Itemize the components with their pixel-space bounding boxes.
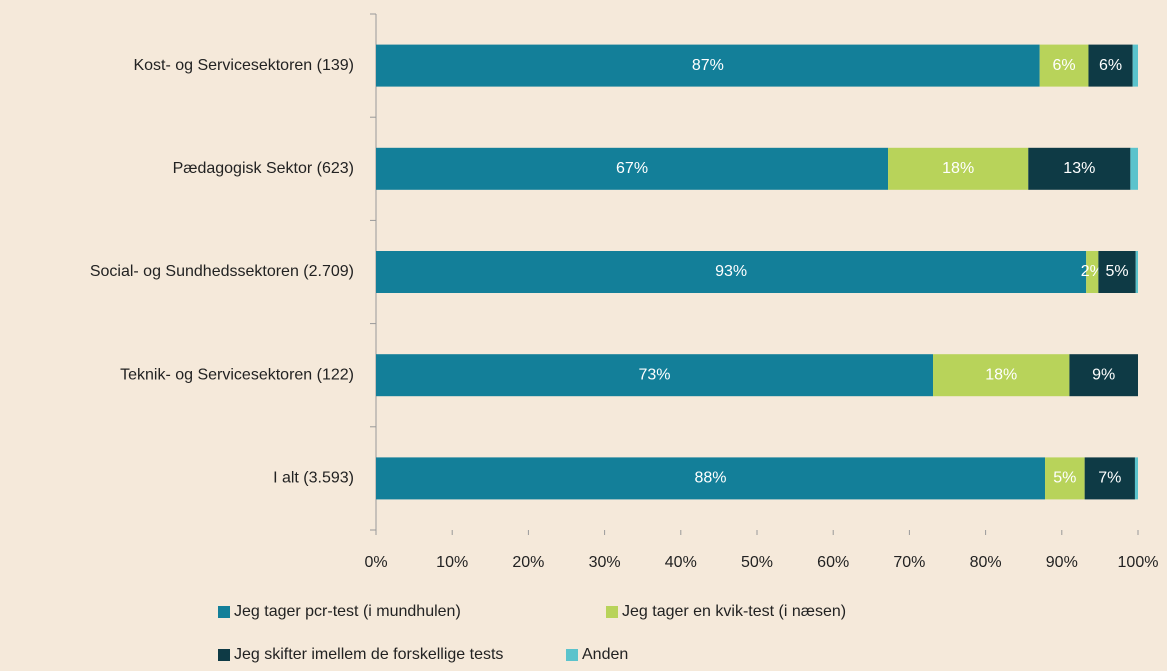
data-label: 9% [1092, 366, 1115, 383]
data-label: 6% [1053, 57, 1076, 74]
bar-segment [376, 457, 1046, 500]
legend-swatch [606, 606, 618, 618]
bar-segment [888, 147, 1029, 190]
bar-segment [1088, 44, 1133, 87]
data-label: 6% [1099, 57, 1122, 74]
bar-segment [1086, 251, 1099, 293]
category-label: Kost- og Servicesektoren (139) [133, 57, 354, 74]
data-label: 87% [692, 57, 724, 74]
category-label: Social- og Sundhedssektoren (2.709) [90, 263, 354, 280]
bar-segment [1130, 147, 1138, 190]
legend-swatch [218, 649, 230, 661]
bar-segment [376, 251, 1087, 293]
category-label: Pædagogisk Sektor (623) [173, 160, 354, 177]
x-tick-label: 0% [364, 554, 387, 571]
x-tick-label: 70% [893, 554, 925, 571]
data-label: 13% [1063, 160, 1095, 177]
bar-segment [1039, 44, 1089, 87]
x-tick-label: 50% [741, 554, 773, 571]
bar-segment [1098, 251, 1136, 293]
legend-swatch [218, 606, 230, 618]
legend-label: Anden [582, 646, 628, 663]
bar-segment [376, 44, 1040, 87]
data-label: 18% [985, 366, 1017, 383]
data-label: 2% [1081, 263, 1104, 280]
data-label: 7% [1098, 470, 1121, 487]
bar-segment [376, 147, 889, 190]
x-tick-label: 60% [817, 554, 849, 571]
data-label: 88% [695, 470, 727, 487]
x-tick-label: 20% [512, 554, 544, 571]
bar-segment [1132, 44, 1138, 87]
data-label: 93% [715, 263, 747, 280]
bar-segment [933, 354, 1070, 397]
x-tick-label: 40% [665, 554, 697, 571]
category-label: Teknik- og Servicesektoren (122) [120, 366, 354, 383]
bar-segment [1045, 457, 1085, 500]
bar-segment [1135, 251, 1138, 293]
data-label: 5% [1053, 470, 1076, 487]
legend-label: Jeg skifter imellem de forskellige tests [234, 646, 503, 663]
legend-swatch [566, 649, 578, 661]
x-tick-label: 90% [1046, 554, 1078, 571]
bar-segment [1028, 147, 1131, 190]
bar-segment [1084, 457, 1135, 500]
legend-label: Jeg tager en kvik-test (i næsen) [622, 603, 846, 620]
x-tick-label: 100% [1118, 554, 1159, 571]
data-label: 5% [1105, 263, 1128, 280]
data-label: 18% [942, 160, 974, 177]
category-label: I alt (3.593) [273, 470, 354, 487]
data-label: 67% [616, 160, 648, 177]
x-tick-label: 30% [589, 554, 621, 571]
x-tick-label: 80% [970, 554, 1002, 571]
legend-label: Jeg tager pcr-test (i mundhulen) [234, 603, 461, 620]
data-label: 73% [638, 366, 670, 383]
bar-segment [1069, 354, 1138, 397]
x-tick-label: 10% [436, 554, 468, 571]
bar-segment [1134, 457, 1138, 500]
bar-segment [376, 354, 934, 397]
